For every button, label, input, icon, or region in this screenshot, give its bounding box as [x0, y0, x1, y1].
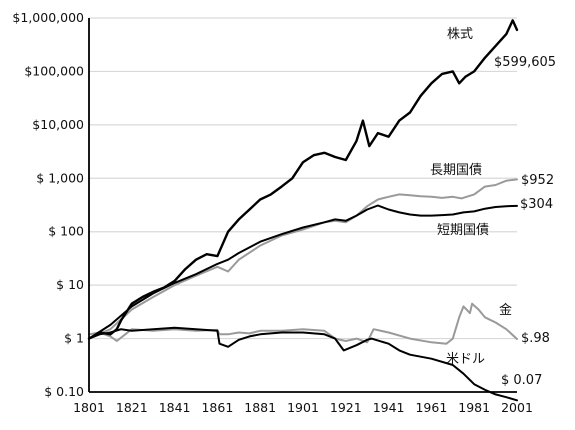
x-tick-label: 1981	[458, 400, 490, 415]
series-label-bills: 短期国債	[437, 223, 489, 238]
series-line-bills	[88, 204, 518, 340]
series-line-stocks	[87, 19, 519, 340]
series-label-gold: 金	[499, 302, 512, 318]
x-tick-label: 1861	[201, 400, 233, 415]
series-line-long-bonds	[88, 178, 518, 340]
y-tick-label: $10,000	[32, 117, 84, 132]
y-tick-label: $ 1	[64, 331, 84, 346]
series-line-dollar	[88, 326, 518, 402]
y-tick-label: $ 1,000	[36, 170, 84, 185]
x-tick-labels: 1801 1821 1841 1861 1881 1901 1921 1941 1961 1981…	[73, 400, 533, 415]
x-tick-label: 1841	[159, 400, 191, 415]
series-label-long-bonds: 長期国債	[430, 163, 482, 178]
gridlines	[89, 17, 517, 340]
y-tick-label: $100,000	[24, 63, 84, 78]
x-tick-label: 1881	[244, 400, 276, 415]
y-tick-labels: $1,000,000 $100,000 $10,000 $ 1,000 $ 100 $ 1…	[12, 10, 84, 399]
end-value-dollar: $ 0.07	[501, 373, 542, 388]
y-tick-label: $1,000,000	[12, 10, 84, 25]
y-tick-label: $ 10	[56, 277, 84, 292]
x-tick-label: 2001	[501, 400, 533, 415]
y-tick-label: $ 100	[48, 224, 84, 239]
end-value-bills: $304	[520, 197, 553, 212]
x-tick-label: 1801	[73, 400, 105, 415]
axes	[88, 18, 517, 393]
series-label-stocks: 株式	[447, 27, 473, 42]
x-tick-label: 1961	[415, 400, 447, 415]
end-value-long-bonds: $952	[521, 173, 554, 188]
end-value-stocks: $599,605	[494, 55, 556, 70]
series-line-gold	[88, 302, 518, 345]
series-label-dollar: 米ドル	[446, 352, 485, 367]
x-tick-label: 1921	[330, 400, 362, 415]
series-lines	[87, 19, 519, 402]
x-tick-label: 1901	[287, 400, 319, 415]
end-value-gold: $.98	[521, 331, 550, 346]
y-tick-label: $ 0.10	[44, 384, 84, 399]
x-tick-label: 1941	[373, 400, 405, 415]
x-tick-label: 1821	[116, 400, 148, 415]
